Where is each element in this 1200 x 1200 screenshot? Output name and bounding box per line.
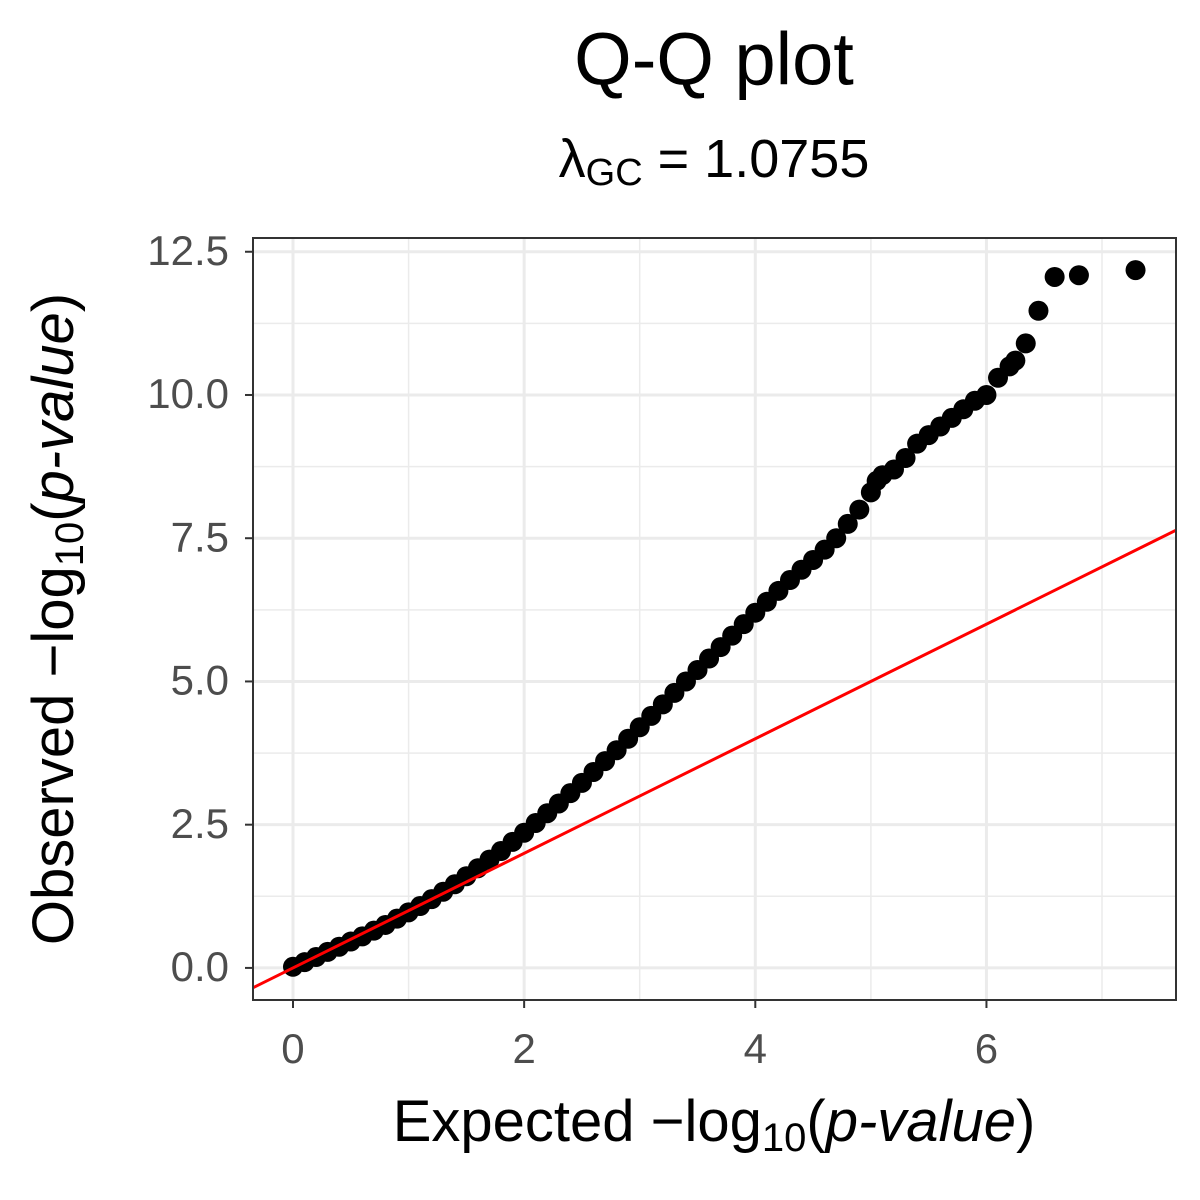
- label-open: (: [806, 1089, 825, 1154]
- x-tick-label: 4: [744, 1025, 767, 1072]
- y-tick-label: 5.0: [171, 657, 229, 704]
- label-argument: p-value: [21, 312, 86, 504]
- point: [1125, 260, 1146, 281]
- x-axis-label: Expected −log10(p-value): [393, 1089, 1036, 1159]
- reference-line: [253, 528, 1176, 990]
- chart-title: Q-Q plot: [574, 18, 854, 101]
- x-tick-label: 6: [975, 1025, 998, 1072]
- point: [1028, 300, 1049, 321]
- label-close: ): [21, 293, 86, 312]
- y-tick-label: 7.5: [171, 513, 229, 560]
- label-prefix: Observed −log: [21, 566, 86, 945]
- label-close: ): [1016, 1089, 1035, 1154]
- y-axis-label: Observed −log10(p-value): [21, 293, 91, 945]
- subtitle-subscript: GC: [586, 152, 643, 194]
- y-tick-label: 10.0: [147, 370, 229, 417]
- label-subscript: 10: [48, 522, 92, 567]
- label-prefix: Expected −log: [393, 1089, 762, 1154]
- point: [1068, 265, 1089, 286]
- x-tick-label: 0: [281, 1025, 304, 1072]
- x-tick-label: 2: [512, 1025, 535, 1072]
- point: [1015, 333, 1036, 354]
- plot-border: [252, 237, 1177, 1001]
- point: [976, 384, 997, 405]
- label-open: (: [21, 502, 86, 521]
- y-tick-label: 12.5: [147, 227, 229, 274]
- label-subscript: 10: [762, 1116, 807, 1160]
- point: [1005, 350, 1026, 371]
- subtitle-text: = 1.0755: [643, 129, 870, 189]
- point: [849, 499, 870, 520]
- point: [837, 513, 858, 534]
- chart-subtitle: λGC = 1.0755: [559, 129, 870, 194]
- plot-background: [253, 238, 1176, 1000]
- y-tick-label: 2.5: [171, 800, 229, 847]
- subtitle-symbol: λ: [559, 129, 586, 189]
- point: [895, 448, 916, 469]
- label-argument: p-value: [824, 1089, 1016, 1154]
- point: [1044, 266, 1065, 287]
- point: [826, 528, 847, 549]
- y-tick-label: 0.0: [171, 943, 229, 990]
